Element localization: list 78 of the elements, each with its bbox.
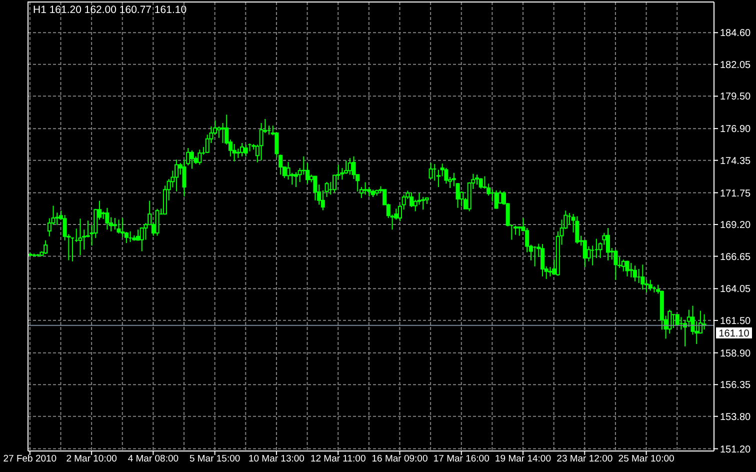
candlestick [155,208,160,236]
y-tick-label: 158.90 [720,348,752,360]
y-tick-label: 151.20 [720,444,752,456]
y-tick-label: 176.90 [720,124,752,136]
candlestick [428,162,433,180]
candlestick [514,225,518,236]
y-tick-label: 184.60 [720,28,752,40]
candlestick [70,236,75,262]
x-tick-label: 27 Feb 2010 [3,454,57,465]
x-tick-label: 4 Mar 08:00 [128,454,179,465]
ref-line-label: 161.10 [718,328,750,340]
x-tick-label: 5 Mar 15:00 [189,454,240,465]
candlestick [421,196,426,210]
candlestick [371,189,376,198]
chart-title: H1 161.20 162.00 160.77 161.10 [33,4,187,16]
y-tick-label: 156.35 [720,380,752,392]
candlestick [116,219,121,234]
candlestick [78,218,82,256]
candlestick [475,174,480,186]
candlestick [640,264,645,290]
x-tick-label: 25 Mar 10:00 [618,454,674,465]
y-tick-label: 182.05 [720,60,752,71]
candlestick [614,249,618,280]
candlestick [244,144,248,157]
candlestick [632,265,637,282]
candlestick [367,186,372,197]
candlestick [232,144,236,162]
candlestick [648,279,652,292]
candlestick [286,161,290,180]
candlestick [313,176,318,201]
y-tick-label: 164.05 [720,284,752,296]
x-tick-label: 16 Mar 09:00 [372,454,428,465]
y-tick-label: 171.75 [720,188,752,200]
y-tick-label: 174.35 [720,156,752,167]
candlestick [590,245,595,266]
x-tick-label: 10 Mar 13:00 [248,454,304,465]
candlestick [540,243,545,277]
candlestick [478,178,483,190]
y-tick-label: 179.50 [720,92,752,103]
candlestick [259,122,264,161]
candlestick [532,246,537,267]
candlestick [174,159,179,192]
x-tick-label: 12 Mar 11:00 [310,454,366,465]
candlestick [444,167,448,184]
x-tick-label: 17 Mar 16:00 [433,454,490,465]
candlestick [44,240,48,255]
candlestick [668,309,672,334]
y-tick-label: 161.50 [720,316,752,327]
candlestick [32,253,36,258]
candlestick [494,190,498,210]
candlestick [190,150,194,170]
candlestick [294,172,298,188]
x-tick-label: 19 Mar 14:00 [495,454,552,465]
candlestick [625,260,630,277]
candlestick [575,216,580,244]
candlestick [198,149,202,166]
candlestick [105,207,110,230]
y-tick-label: 153.80 [720,412,752,423]
candlestick [363,182,368,196]
candlestick [28,252,32,257]
candlestick [140,226,144,252]
y-tick-label: 166.65 [720,252,752,263]
candlestick [594,238,598,259]
candlestick [606,227,610,261]
candlestick [374,189,379,196]
candlestick [36,254,40,258]
candlestick [702,314,706,330]
candlestick [128,230,132,242]
candlestick [348,157,352,176]
y-tick-label: 169.20 [720,220,752,232]
candlestick [240,142,244,157]
x-tick-label: 2 Mar 10:00 [66,454,117,465]
candlestick [112,218,117,230]
candlestick [582,239,587,268]
candlestick [410,192,414,208]
candlestick [629,262,634,278]
x-tick-label: 23 Mar 12:00 [556,454,613,465]
candlestick [675,314,680,327]
